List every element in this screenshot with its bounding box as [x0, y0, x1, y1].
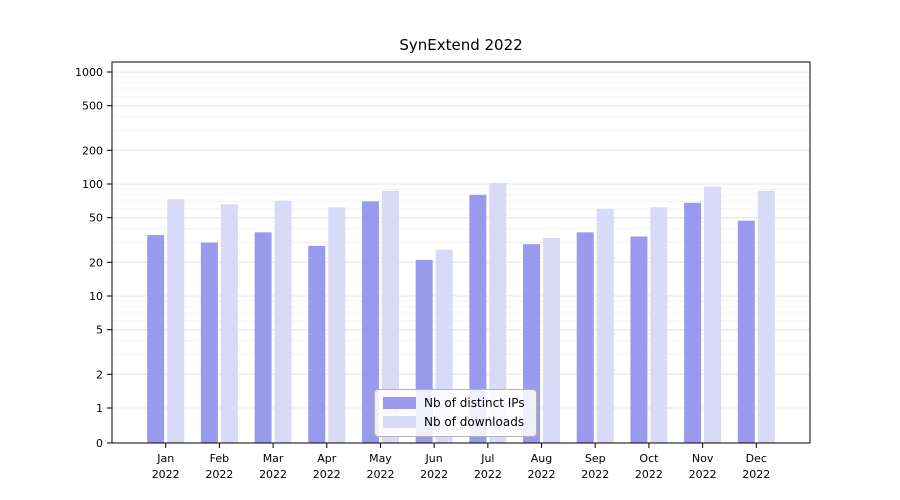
y-tick-label: 20 [89, 256, 103, 269]
x-tick-label: Dec 2022 [742, 452, 770, 481]
bar-downloads [167, 199, 185, 443]
x-tick-label: May 2022 [366, 452, 394, 481]
legend-label-distinct-ips: Nb of distinct IPs [424, 396, 525, 410]
legend-item-distinct-ips: Nb of distinct IPs [383, 396, 525, 410]
x-tick-label: Nov 2022 [689, 452, 717, 481]
x-tick-label: Sep 2022 [581, 452, 609, 481]
plot-border [111, 61, 811, 444]
bar-downloads [757, 190, 775, 443]
y-tick-label: 0 [96, 437, 103, 450]
y-tick-label: 1000 [75, 66, 103, 79]
bar-downloads [489, 183, 507, 443]
bar-distinct-ips [200, 242, 218, 443]
bar-downloads [543, 237, 561, 443]
bar-distinct-ips [684, 202, 702, 443]
bar-distinct-ips [737, 220, 755, 443]
x-tick-label: Apr 2022 [313, 452, 341, 481]
y-tick-label: 10 [89, 290, 103, 303]
bar-downloads [596, 208, 614, 443]
bar-downloads [220, 204, 238, 443]
legend-swatch-downloads [383, 416, 416, 428]
y-tick-label: 200 [82, 144, 103, 157]
x-tick-label: Mar 2022 [259, 452, 287, 481]
bar-downloads [704, 186, 722, 444]
y-tick-label: 100 [82, 178, 103, 191]
y-tick-label: 5 [96, 324, 103, 337]
x-tick-label: Jun 2022 [420, 452, 448, 481]
bar-distinct-ips [308, 245, 326, 443]
bar-distinct-ips [147, 235, 165, 443]
legend: Nb of distinct IPs Nb of downloads [374, 389, 537, 437]
x-tick-label: Jan 2022 [152, 452, 180, 481]
legend-swatch-distinct-ips [383, 397, 416, 409]
bar-downloads [650, 207, 668, 443]
x-tick-label: Jul 2022 [474, 452, 502, 481]
x-tick-label: Oct 2022 [635, 452, 663, 481]
bar-distinct-ips [469, 194, 487, 443]
bar-downloads [381, 190, 399, 443]
bar-distinct-ips [630, 236, 648, 443]
y-tick-label: 50 [89, 212, 103, 225]
bar-distinct-ips [576, 232, 594, 443]
x-tick-label: Aug 2022 [528, 452, 556, 481]
bar-distinct-ips [254, 232, 272, 443]
y-tick-label: 500 [82, 100, 103, 113]
bar-downloads [274, 200, 292, 443]
legend-label-downloads: Nb of downloads [424, 415, 525, 429]
chart-title: SynExtend 2022 [399, 36, 523, 54]
y-tick-label: 2 [96, 368, 103, 381]
x-tick-label: Feb 2022 [205, 452, 233, 481]
y-tick-label: 1 [96, 402, 103, 415]
legend-item-downloads: Nb of downloads [383, 415, 525, 429]
bar-downloads [328, 207, 346, 443]
bar-distinct-ips [361, 201, 379, 443]
